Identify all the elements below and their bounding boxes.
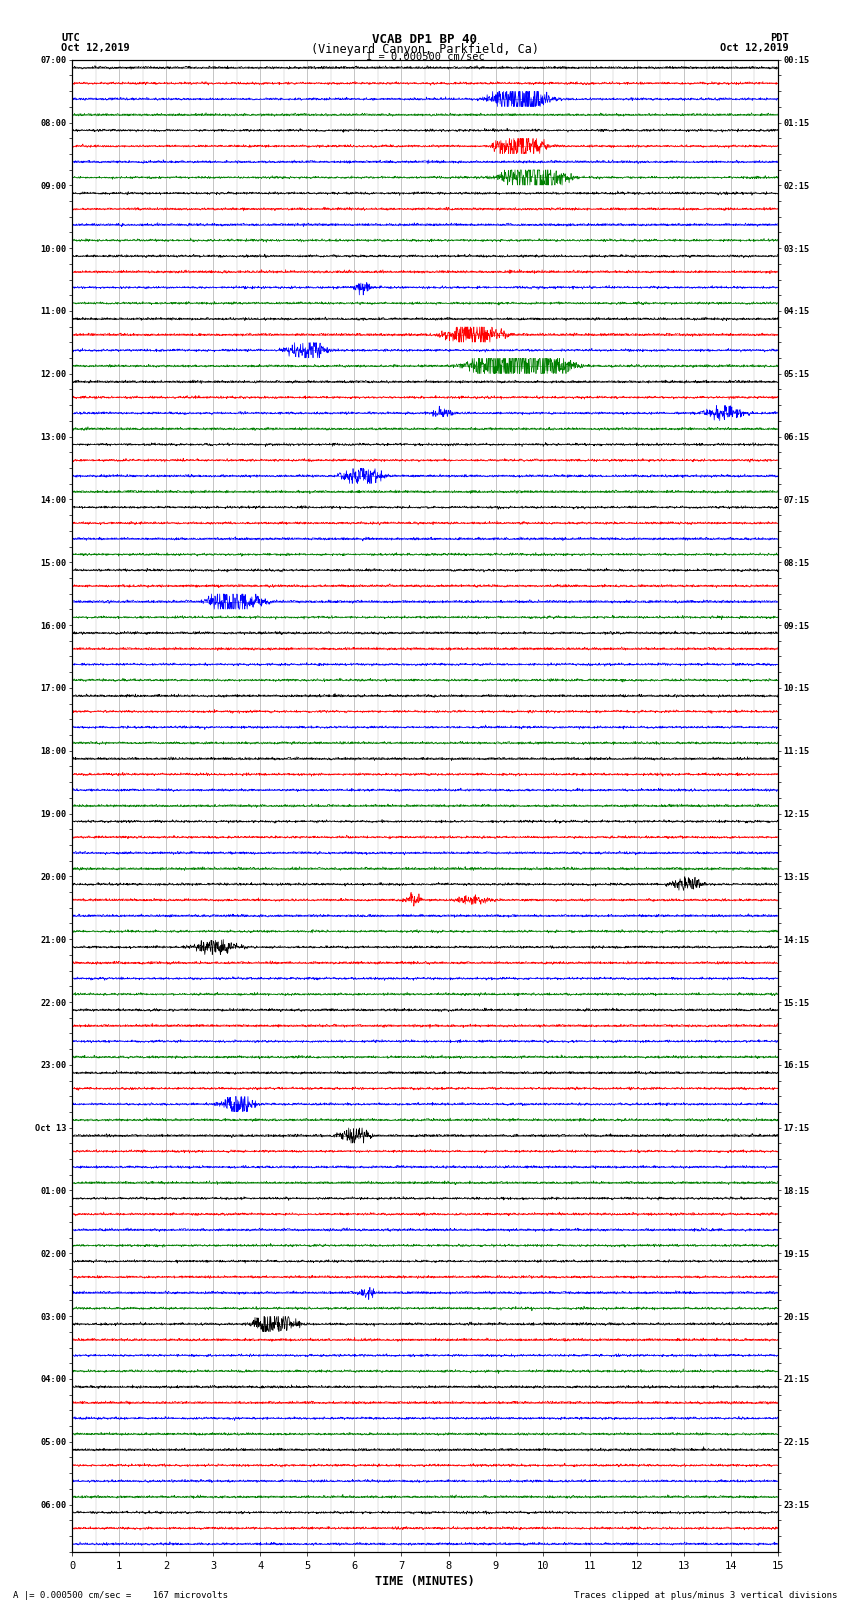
Text: Oct 12,2019: Oct 12,2019	[61, 44, 130, 53]
Text: VCAB DP1 BP 40: VCAB DP1 BP 40	[372, 32, 478, 47]
Text: Traces clipped at plus/minus 3 vertical divisions: Traces clipped at plus/minus 3 vertical …	[574, 1590, 837, 1600]
Text: (Vineyard Canyon, Parkfield, Ca): (Vineyard Canyon, Parkfield, Ca)	[311, 44, 539, 56]
Text: UTC: UTC	[61, 32, 80, 44]
X-axis label: TIME (MINUTES): TIME (MINUTES)	[375, 1574, 475, 1587]
Text: Oct 12,2019: Oct 12,2019	[720, 44, 789, 53]
Text: I = 0.000500 cm/sec: I = 0.000500 cm/sec	[366, 52, 484, 63]
Text: PDT: PDT	[770, 32, 789, 44]
Text: A |= 0.000500 cm/sec =    167 microvolts: A |= 0.000500 cm/sec = 167 microvolts	[13, 1590, 228, 1600]
